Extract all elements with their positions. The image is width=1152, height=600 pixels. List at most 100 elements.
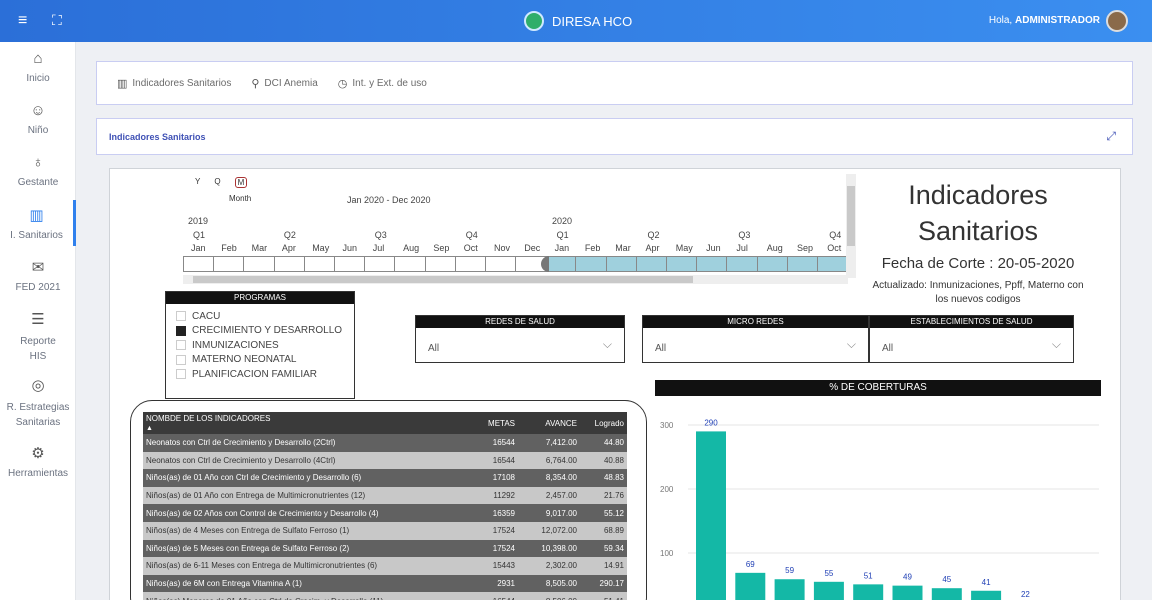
timeline-month-cell[interactable] [274, 256, 305, 272]
timeline-horizontal-scrollbar[interactable] [183, 275, 848, 284]
timeline-month-cell[interactable] [304, 256, 335, 272]
checkbox[interactable] [176, 369, 186, 380]
timeline-month-cell[interactable] [757, 256, 788, 272]
avance-cell: 9,017.00 [518, 504, 580, 522]
programa-option-inmunizaciones[interactable]: INMUNIZACIONES [176, 338, 354, 353]
tab-indicadores-sanitarios[interactable]: ▥ Indicadores Sanitarios [117, 77, 232, 90]
user-greeting[interactable]: Hola, ADMINISTRADOR [988, 15, 1100, 26]
timeline-month-cell[interactable] [455, 256, 486, 272]
timeline-month-cell[interactable] [395, 256, 426, 272]
column-header-logrado[interactable]: Logrado [580, 412, 627, 434]
timeline-month-cell[interactable] [606, 256, 637, 272]
baby-icon: ☺ [30, 102, 46, 119]
timeline-month-cell[interactable] [576, 256, 607, 272]
timeline-month-cell[interactable] [697, 256, 728, 272]
establecimientos-select[interactable]: All ⌵ [882, 337, 1061, 354]
timeline-month-cell[interactable] [485, 256, 517, 272]
coverage-bar[interactable] [813, 581, 844, 600]
coverage-bar[interactable] [696, 431, 726, 600]
month-label: Jul [372, 243, 385, 253]
timeline-month-cell[interactable] [183, 256, 215, 272]
sidebar-item-nino[interactable]: ☺ Niño [0, 102, 76, 136]
quarter-level-button[interactable]: Q [214, 177, 221, 186]
programa-option-planificacion[interactable]: PLANIFICACION FAMILIAR [176, 367, 354, 382]
timeline-month-cell[interactable] [727, 256, 758, 272]
year-level-button[interactable]: Y [195, 177, 201, 186]
timeline-month-cell[interactable] [546, 256, 577, 272]
metas-cell: 16359 [473, 504, 518, 522]
sidebar-item-fed-2021[interactable]: ✉ FED 2021 [0, 258, 76, 293]
brand[interactable]: DIRESA HCO [524, 11, 632, 31]
quarter-label: Q4 [829, 230, 842, 240]
month-label: Oct [827, 243, 842, 253]
column-header-nombre[interactable]: NOMBDE DE LOS INDICADORES ▲ [143, 412, 473, 434]
table-row[interactable]: Niños(as) de 6-11 Meses con Entrega de M… [143, 557, 627, 575]
indicadores-table-container: NOMBDE DE LOS INDICADORES ▲ METAS AVANCE … [130, 400, 647, 600]
column-header-avance[interactable]: AVANCE [518, 412, 580, 434]
table-row[interactable]: Niños(as) Menores de 01 Año con Ctrl de … [143, 592, 627, 600]
tab-int-ext-uso[interactable]: ◷ Int. y Ext. de uso [337, 77, 427, 90]
avatar[interactable] [1106, 10, 1128, 32]
sidebar-item-i-sanitarios[interactable]: ▥ I. Sanitarios [0, 200, 76, 246]
programa-option-materno[interactable]: MATERNO NEONATAL [176, 353, 354, 368]
section-title: Indicadores Sanitarios [109, 132, 206, 142]
coberturas-bar-chart: 100 200 300 290 69 59 55 51 49 45 41 22 [660, 418, 1099, 600]
timeline-month-cell[interactable] [636, 256, 667, 272]
table-row[interactable]: Neonatos con Ctrl de Crecimiento y Desar… [143, 451, 627, 470]
checkbox[interactable] [176, 311, 186, 322]
timeline-month-cell[interactable] [214, 256, 245, 272]
table-row[interactable]: Niños(as) de 01 Año con Ctrl de Crecimie… [143, 469, 627, 487]
month-label: Feb [584, 243, 601, 253]
coverage-bar[interactable] [853, 584, 884, 600]
quarter-label: Q1 [556, 230, 569, 240]
table-row[interactable]: Niños(as) de 02 Años con Control de Crec… [143, 504, 627, 522]
timeline-month-cell[interactable] [365, 256, 396, 272]
avance-cell: 10,398.00 [518, 539, 580, 558]
timeline-month-cell[interactable] [334, 256, 366, 272]
table-row[interactable]: Niños(as) de 01 Año con Entrega de Multi… [143, 486, 627, 505]
expand-icon[interactable]: ⤢ [1106, 129, 1116, 143]
month-level-button[interactable]: M [234, 177, 248, 188]
timeline-month-cell[interactable] [817, 256, 849, 272]
programa-option-cacu[interactable]: CACU [176, 309, 354, 324]
sidebar-item-inicio[interactable]: ⌂ Inicio [0, 50, 76, 84]
coverage-bar[interactable] [735, 572, 766, 600]
timeline-month-cell[interactable] [425, 256, 456, 272]
checkbox[interactable] [176, 354, 186, 365]
timeline-month-cell[interactable] [244, 256, 275, 272]
avance-cell: 6,764.00 [518, 451, 580, 470]
timeline-slicer[interactable] [183, 256, 849, 272]
table-row[interactable]: Niños(as) de 4 Meses con Entrega de Sulf… [143, 521, 627, 540]
timeline-month-cell[interactable] [787, 256, 818, 272]
coverage-bar[interactable] [892, 585, 923, 600]
quarter-label: Q4 [465, 230, 478, 240]
micro-redes-select[interactable]: All ⌵ [655, 337, 856, 354]
checkbox[interactable] [176, 340, 186, 351]
column-header-metas[interactable]: METAS [473, 412, 518, 434]
tab-dci-anemia[interactable]: ⚲ DCI Anemia [251, 77, 318, 90]
sidebar-item-label: Reporte HIS [20, 336, 56, 362]
programa-option-crecimiento[interactable]: CRECIMIENTO Y DESARROLLO [176, 324, 354, 339]
redes-de-salud-select[interactable]: All ⌵ [428, 337, 612, 354]
bar-data-label: 22 [1021, 590, 1030, 599]
sidebar-item-herramientas[interactable]: ⚙ Herramientas [0, 444, 76, 479]
coverage-bar[interactable] [931, 588, 962, 600]
report-title: Indicadores Sanitarios [908, 180, 1048, 246]
timeline-range-handle[interactable] [541, 256, 549, 272]
timeline-month-cell[interactable] [667, 256, 698, 272]
table-row[interactable]: Niños(as) de 6M con Entrega Vitamina A (… [143, 574, 627, 593]
table-row[interactable]: Neonatos con Ctrl de Crecimiento y Desar… [143, 434, 627, 452]
fullscreen-icon[interactable]: ⛶ [52, 12, 62, 28]
table-row[interactable]: Niños(as) de 5 Meses con Entrega de Sulf… [143, 539, 627, 558]
checkbox[interactable] [176, 325, 186, 336]
avance-cell: 8,505.00 [518, 574, 580, 593]
sidebar-item-reporte-his[interactable]: ☰ Reporte HIS [0, 310, 76, 364]
coverage-bar[interactable] [971, 590, 1002, 600]
timeline-range: Jan 2020 - Dec 2020 [347, 195, 431, 205]
sidebar-item-gestante[interactable]: ♁ Gestante [0, 154, 76, 188]
sidebar-item-r-estrategias[interactable]: ◎ R. Estrategias Sanitarias [0, 376, 76, 430]
coverage-bar[interactable] [774, 579, 805, 600]
timeline-vertical-scrollbar[interactable] [846, 174, 856, 278]
hamburger-menu-icon[interactable]: ≡ [18, 12, 28, 29]
month-level-label: Month [229, 194, 252, 203]
